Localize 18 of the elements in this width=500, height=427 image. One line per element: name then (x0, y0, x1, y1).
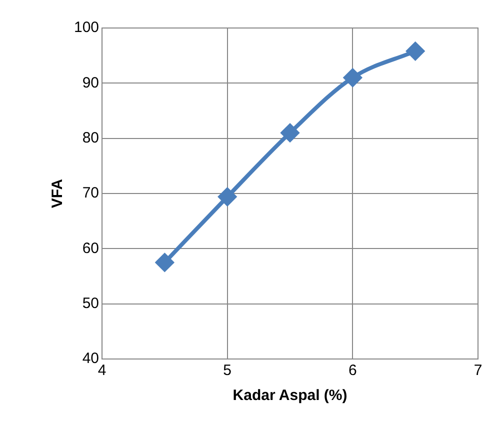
x-axis-title: Kadar Aspal (%) (232, 387, 348, 404)
y-tick-label: 80 (82, 129, 100, 146)
x-tick-label: 6 (348, 362, 357, 380)
y-tick-label: 50 (82, 294, 100, 312)
x-tick-label: 5 (223, 362, 232, 380)
x-tick-label: 4 (98, 362, 106, 380)
y-tick-label: 100 (74, 19, 100, 36)
point (344, 68, 362, 87)
point (156, 253, 174, 272)
point (406, 42, 424, 60)
y-tick-label: 90 (82, 74, 100, 92)
y-axis-title: VFA (49, 178, 66, 208)
y-tick-label: 40 (82, 350, 100, 368)
x-tick-label: 7 (474, 362, 482, 380)
y-tick-label: 60 (82, 240, 100, 257)
point (281, 124, 300, 142)
y-tick-label: 70 (82, 184, 100, 202)
point (218, 188, 236, 206)
